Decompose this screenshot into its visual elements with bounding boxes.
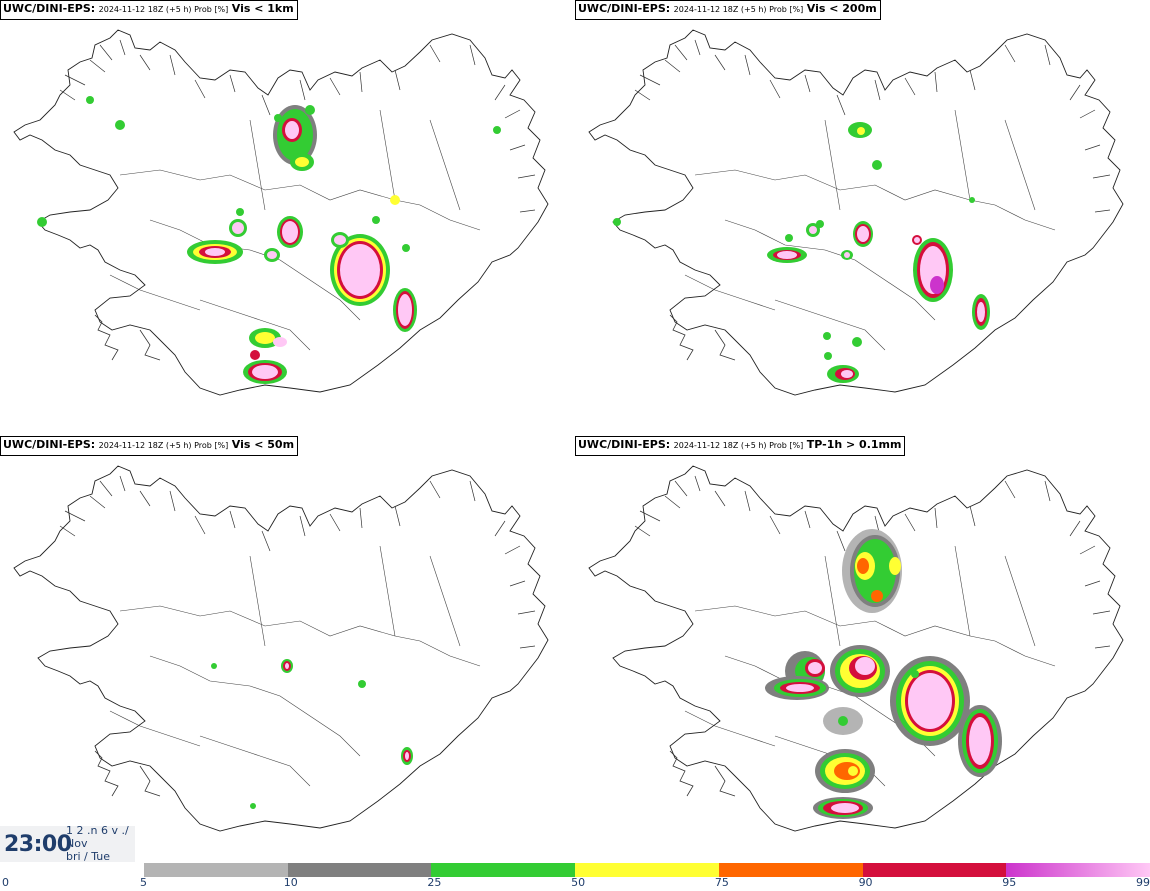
variable-label: Vis < 1km [231,2,294,15]
panel-title: UWC/DINI-EPS: 2024-11-12 18Z (+5 h) Prob… [575,0,881,20]
model-label: UWC/DINI-EPS [578,438,666,451]
prob-field [613,122,990,383]
colorbar-segment [1006,863,1150,877]
run-meta: 2024-11-12 18Z (+5 h) Prob [%] [98,5,229,14]
colorbar-tick-label: 75 [714,876,729,889]
panel-title: UWC/DINI-EPS: 2024-11-12 18Z (+5 h) Prob… [0,436,299,456]
colorbar-segment [718,863,863,877]
map-panel-vis-1km: UWC/DINI-EPS: 2024-11-12 18Z (+5 h) Prob… [0,0,575,436]
date-line-3: bri / Tue [66,850,111,863]
run-meta: 2024-11-12 18Z (+5 h) Prob [%] [98,441,229,450]
colorbar-segment [287,863,432,877]
date-line-2: Nov [66,837,88,850]
colorbar-tick-label: 99 [1136,876,1150,889]
colorbar-segment [862,863,1007,877]
colorbar-tick-label: 10 [283,876,298,889]
model-label: UWC/DINI-EPS [578,2,666,15]
valid-time-box: 23:00 1 2 .n 6 v ./ Nov bri / Tue [0,824,135,863]
prob-field [211,659,413,809]
variable-label: Vis < 200m [806,2,877,15]
colorbar-tick-label: 90 [858,876,873,889]
valid-date: 1 2 .n 6 v ./ Nov bri / Tue [66,824,129,863]
colorbar-segment [144,863,288,877]
variable-label: TP-1h > 0.1mm [806,438,902,451]
variable-label: Vis < 50m [231,438,295,451]
colorbar-tick-label: 5 [140,876,147,889]
prob-field [765,529,1002,819]
map-panel-tp-1h: UWC/DINI-EPS: 2024-11-12 18Z (+5 h) Prob… [575,436,1150,872]
colorbar-segment [431,863,576,877]
iceland-map [13,29,549,396]
colorbar-segment [575,863,719,877]
iceland-map [588,29,1124,396]
colorbar-tick-label: 0 [2,876,9,889]
panel-title: UWC/DINI-EPS: 2024-11-12 18Z (+5 h) Prob… [575,436,906,456]
colorbar-tick-label: 25 [427,876,442,889]
panel-title: UWC/DINI-EPS: 2024-11-12 18Z (+5 h) Prob… [0,0,298,20]
colorbar-tick-label: 95 [1002,876,1017,889]
prob-field [37,96,501,384]
map-panel-vis-50m: UWC/DINI-EPS: 2024-11-12 18Z (+5 h) Prob… [0,436,575,872]
run-meta: 2024-11-12 18Z (+5 h) Prob [%] [673,5,804,14]
valid-time: 23:00 [4,832,72,857]
probability-colorbar [144,863,1150,877]
colorbar-tick-label: 50 [571,876,586,889]
model-label: UWC/DINI-EPS [3,2,91,15]
iceland-map [13,465,549,832]
date-line-1: 1 2 .n 6 v ./ [66,824,129,837]
map-panel-vis-200m: UWC/DINI-EPS: 2024-11-12 18Z (+5 h) Prob… [575,0,1150,436]
model-label: UWC/DINI-EPS [3,438,91,451]
iceland-map [588,465,1124,832]
run-meta: 2024-11-12 18Z (+5 h) Prob [%] [673,441,804,450]
